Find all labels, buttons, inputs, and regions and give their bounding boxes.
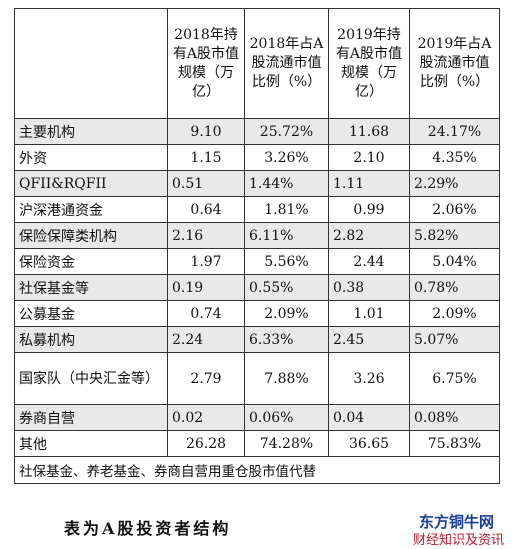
cell-2019-ratio: 2.09% [409, 300, 500, 327]
cell-2018-ratio: 0.55% [244, 274, 329, 301]
row-label: 国家队（中央汇金等） [14, 352, 168, 405]
cell-2019-holding: 11.68 [328, 118, 410, 145]
cell-2019-ratio: 5.82% [409, 222, 500, 249]
cell-2019-holding: 2.82 [328, 222, 410, 249]
cell-2018-ratio: 2.09% [244, 300, 329, 327]
cell-2018-ratio: 25.72% [244, 118, 329, 145]
cell-2018-holding: 2.79 [167, 352, 245, 405]
cell-2019-ratio: 2.06% [409, 196, 500, 223]
table-row: 私募机构 2.24 6.33% 2.45 5.07% [14, 326, 500, 353]
cell-2019-ratio: 75.83% [409, 430, 500, 457]
row-label: 沪深港通资金 [14, 196, 168, 223]
cell-2018-ratio: 6.11% [244, 222, 329, 249]
table-row: 公募基金 0.74 2.09% 1.01 2.09% [14, 300, 500, 327]
table-footnote: 社保基金、养老基金、券商自营用重仓股市值代替 [14, 456, 500, 484]
cell-2018-ratio: 74.28% [244, 430, 329, 457]
row-label: 保险保障类机构 [14, 222, 168, 249]
cell-2018-holding: 1.15 [167, 144, 245, 171]
cell-2018-holding: 1.97 [167, 248, 245, 275]
cell-2018-ratio: 6.33% [244, 326, 329, 353]
investor-structure-table: 2018年持有A股市值规模（万亿） 2018年占A股流通市值比例（%） 2019… [14, 8, 500, 484]
table-row: 券商自营 0.02 0.06% 0.04 0.08% [14, 404, 500, 431]
cell-2018-holding: 9.10 [167, 118, 245, 145]
cell-2019-holding: 0.38 [328, 274, 410, 301]
cell-2019-holding: 0.04 [328, 404, 410, 431]
cell-2019-ratio: 4.35% [409, 144, 500, 171]
table-row: QFII&RQFII 0.51 1.44% 1.11 2.29% [14, 170, 500, 197]
cell-2019-holding: 2.10 [328, 144, 410, 171]
watermark-tagline: 财经知识及资讯 [412, 533, 504, 548]
cell-2019-ratio: 5.07% [409, 326, 500, 353]
cell-2019-ratio: 5.04% [409, 248, 500, 275]
row-label: 私募机构 [14, 326, 168, 353]
cell-2019-holding: 1.11 [328, 170, 410, 197]
cell-2019-holding: 0.99 [328, 196, 410, 223]
watermark-site-name: 东方铜牛网 [418, 513, 494, 531]
cell-2019-holding: 3.26 [328, 352, 410, 405]
table-row: 保险保障类机构 2.16 6.11% 2.82 5.82% [14, 222, 500, 249]
cell-2018-holding: 0.74 [167, 300, 245, 327]
cell-2019-ratio: 0.08% [409, 404, 500, 431]
cell-2018-holding: 2.24 [167, 326, 245, 353]
header-2019-holding: 2019年持有A股市值规模（万亿） [328, 8, 410, 119]
header-2019-ratio: 2019年占A股流通市值比例（%） [409, 8, 500, 119]
cell-2018-ratio: 3.26% [244, 144, 329, 171]
cell-2018-holding: 2.16 [167, 222, 245, 249]
table-row: 其他 26.28 74.28% 36.65 75.83% [14, 430, 500, 457]
cell-2018-ratio: 5.56% [244, 248, 329, 275]
table-row: 沪深港通资金 0.64 1.81% 0.99 2.06% [14, 196, 500, 223]
row-label: 公募基金 [14, 300, 168, 327]
cell-2019-holding: 2.44 [328, 248, 410, 275]
table-row: 主要机构 9.10 25.72% 11.68 24.17% [14, 118, 500, 145]
cell-2018-holding: 0.19 [167, 274, 245, 301]
cell-2019-ratio: 6.75% [409, 352, 500, 405]
note-row: 社保基金、养老基金、券商自营用重仓股市值代替 [14, 456, 500, 484]
row-label: 外资 [14, 144, 168, 171]
header-cell-empty [14, 8, 168, 119]
row-label: 券商自营 [14, 404, 168, 431]
cell-2018-ratio: 1.81% [244, 196, 329, 223]
cell-2019-ratio: 0.78% [409, 274, 500, 301]
table-row: 国家队（中央汇金等） 2.79 7.88% 3.26 6.75% [14, 352, 500, 405]
cell-2018-ratio: 1.44% [244, 170, 329, 197]
cell-2018-holding: 0.51 [167, 170, 245, 197]
header-2018-holding: 2018年持有A股市值规模（万亿） [167, 8, 245, 119]
row-label: 社保基金等 [14, 274, 168, 301]
table-caption: 表为A股投资者结构 [64, 519, 232, 538]
row-label: QFII&RQFII [14, 170, 168, 197]
cell-2019-holding: 2.45 [328, 326, 410, 353]
cell-2018-holding: 26.28 [167, 430, 245, 457]
row-label: 主要机构 [14, 118, 168, 145]
cell-2019-holding: 36.65 [328, 430, 410, 457]
header-row: 2018年持有A股市值规模（万亿） 2018年占A股流通市值比例（%） 2019… [14, 8, 500, 119]
row-label: 保险资金 [14, 248, 168, 275]
table-row: 保险资金 1.97 5.56% 2.44 5.04% [14, 248, 500, 275]
header-2018-ratio: 2018年占A股流通市值比例（%） [244, 8, 329, 119]
table-row: 社保基金等 0.19 0.55% 0.38 0.78% [14, 274, 500, 301]
table-row: 外资 1.15 3.26% 2.10 4.35% [14, 144, 500, 171]
cell-2019-ratio: 2.29% [409, 170, 500, 197]
row-label: 其他 [14, 430, 168, 457]
cell-2018-holding: 0.02 [167, 404, 245, 431]
cell-2019-holding: 1.01 [328, 300, 410, 327]
cell-2018-ratio: 0.06% [244, 404, 329, 431]
cell-2018-ratio: 7.88% [244, 352, 329, 405]
cell-2018-holding: 0.64 [167, 196, 245, 223]
cell-2019-ratio: 24.17% [409, 118, 500, 145]
